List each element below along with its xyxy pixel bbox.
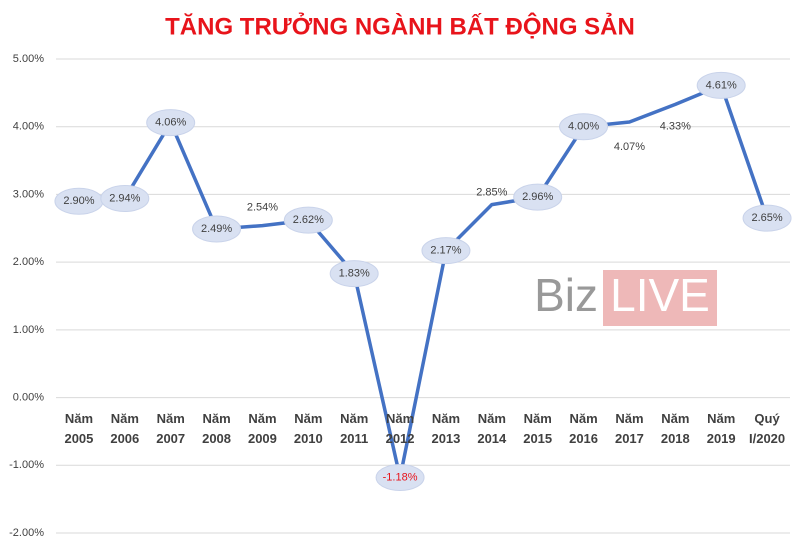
label-bubble <box>375 463 425 491</box>
label-bubble <box>329 260 379 288</box>
y-tick-label: -1.00% <box>9 459 44 471</box>
data-label: 4.07% <box>614 141 645 153</box>
x-tick-label: Năm 2008 <box>202 411 232 446</box>
data-label: 2.94% <box>109 192 140 204</box>
x-tick-label: Năm 2018 <box>660 411 690 446</box>
data-label: 2.62% <box>293 214 324 226</box>
chart-title: TĂNG TRƯỞNG NGÀNH BẤT ĐỘNG SẢN <box>165 11 635 40</box>
watermark-text: Biz <box>534 269 598 321</box>
label-bubble <box>283 206 333 234</box>
data-label: 4.06% <box>155 117 186 129</box>
x-tick-label: Năm 2009 <box>247 411 277 446</box>
label-bubble <box>421 237 471 265</box>
label-bubble <box>559 113 609 141</box>
watermark-box <box>603 270 717 326</box>
x-tick-label: Quý I/2020 <box>748 411 786 446</box>
data-label: -1.18% <box>383 471 418 483</box>
x-tick-label: Năm 2012 <box>385 411 415 446</box>
label-bubble <box>146 109 196 137</box>
x-tick-label: Năm 2005 <box>64 411 94 446</box>
x-tick-label: Năm 2015 <box>523 411 553 446</box>
data-label: 2.65% <box>751 212 782 224</box>
x-tick-label: Năm 2014 <box>477 411 507 446</box>
data-label: 2.17% <box>430 245 461 257</box>
label-bubble <box>742 204 792 232</box>
y-tick-label: 1.00% <box>13 324 44 336</box>
data-label: 2.54% <box>247 201 278 213</box>
data-label: 4.33% <box>660 120 691 132</box>
x-tick-label: Năm 2010 <box>293 411 323 446</box>
x-tick-label: Năm 2007 <box>156 411 186 446</box>
watermark-text: LIVE <box>610 269 710 321</box>
label-bubble <box>696 71 746 99</box>
data-label: 2.96% <box>522 191 553 203</box>
y-tick-label: 2.00% <box>13 256 44 268</box>
data-label: 2.90% <box>63 195 94 207</box>
data-label: 4.61% <box>706 79 737 91</box>
label-bubble <box>513 183 563 211</box>
y-tick-label: 0.00% <box>13 391 44 403</box>
x-tick-label: Năm 2016 <box>569 411 599 446</box>
y-tick-label: 4.00% <box>13 121 44 133</box>
line <box>78 83 769 480</box>
y-tick-label: 3.00% <box>13 188 44 200</box>
x-tick-label: Năm 2017 <box>614 411 644 446</box>
label-bubble <box>100 184 150 212</box>
data-label: 1.83% <box>339 268 370 280</box>
x-tick-label: Năm 2006 <box>110 411 140 446</box>
x-tick-label: Năm 2019 <box>706 411 736 446</box>
data-label: 4.00% <box>568 121 599 133</box>
data-label: 2.49% <box>201 223 232 235</box>
y-tick-label: 5.00% <box>13 53 44 65</box>
y-tick-label: -2.00% <box>9 527 44 539</box>
x-tick-label: Năm 2011 <box>340 411 369 446</box>
label-bubble <box>192 215 242 243</box>
data-label: 2.85% <box>476 186 507 198</box>
x-tick-label: Năm 2013 <box>431 411 461 446</box>
